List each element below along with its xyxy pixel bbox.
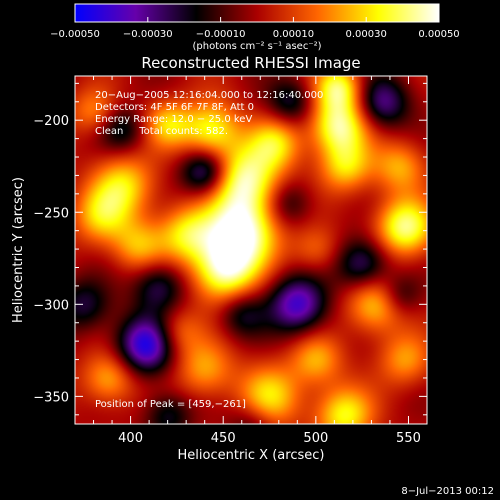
- heatmap-canvas: [75, 76, 427, 424]
- annotation-time-range: 20−Aug−2005 12:16:04.000 to 12:16:40.000: [95, 90, 323, 101]
- y-tick-label: −350: [33, 390, 69, 405]
- annotation-detectors: Detectors: 4F 5F 6F 7F 8F, Att 0: [95, 102, 254, 113]
- heatmap: [75, 76, 427, 424]
- colorbar-tick-label: 0.00050: [418, 29, 459, 40]
- x-axis: 400 450 500 550: [74, 76, 428, 446]
- chart-title: Reconstructed RHESSI Image: [141, 54, 360, 72]
- colorbar-gradient: [74, 3, 440, 23]
- annotations: 20−Aug−2005 12:16:04.000 to 12:16:40.000…: [95, 90, 323, 410]
- x-tick-label: 550: [396, 431, 421, 446]
- colorbar-ticks: −0.00050 −0.00030 −0.00010 0.00010 0.00030 0.…: [50, 17, 460, 40]
- y-axis: −200 −250 −300 −350: [33, 82, 427, 416]
- plot-frame: [74, 75, 428, 425]
- footer-timestamp: 8−Jul−2013 00:12: [401, 486, 494, 497]
- x-axis-label: Heliocentric X (arcsec): [178, 448, 325, 463]
- colorbar-tick-label: 0.00030: [346, 29, 387, 40]
- colorbar: −0.00050 −0.00030 −0.00010 0.00010 0.00030 0.…: [50, 3, 460, 52]
- y-axis-label: Heliocentric Y (arcsec): [11, 177, 26, 323]
- colorbar-tick-label: −0.00010: [196, 29, 246, 40]
- colorbar-tick-label: −0.00050: [50, 29, 100, 40]
- peak-position-label: Position of Peak = [459,−261]: [95, 399, 246, 410]
- colorbar-label: (photons cm⁻² s⁻¹ asec⁻²): [192, 41, 321, 52]
- y-tick-label: −300: [33, 298, 69, 313]
- annotation-counts: Clean Total counts: 582.: [95, 126, 228, 137]
- x-tick-label: 400: [118, 431, 143, 446]
- annotation-energy-range: Energy Range: 12.0 − 25.0 keV: [95, 114, 252, 125]
- y-tick-label: −200: [33, 114, 69, 129]
- y-tick-label: −250: [33, 206, 69, 221]
- x-tick-label: 500: [303, 431, 328, 446]
- colorbar-tick-label: 0.00010: [273, 29, 314, 40]
- colorbar-tick-label: −0.00030: [123, 29, 173, 40]
- x-tick-label: 450: [211, 431, 236, 446]
